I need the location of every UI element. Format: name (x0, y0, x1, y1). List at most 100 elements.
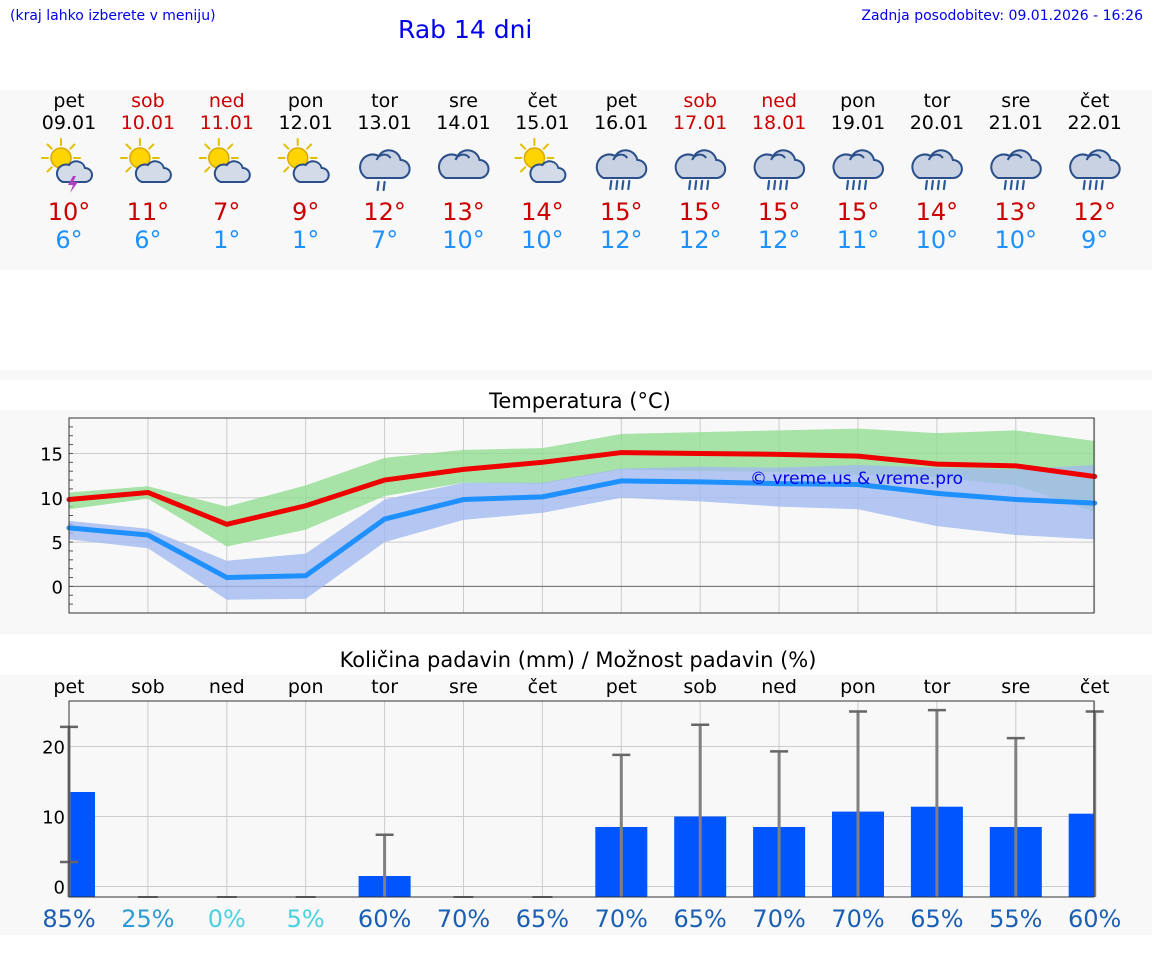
day-name: sre (449, 90, 478, 112)
tmin-value: 1° (213, 226, 240, 254)
heavy-rain-icon (1082, 179, 1104, 191)
tmax-value: 15° (600, 198, 643, 226)
tmin-value: 12° (600, 226, 643, 254)
precipitation-probability: 70% (752, 905, 805, 933)
precipitation-tick-label: 0 (54, 878, 65, 899)
precipitation-probability: 55% (989, 905, 1042, 933)
day-name: sob (131, 90, 165, 112)
precipitation-day-label: sob (683, 676, 717, 698)
precipitation-chart-title: Količina padavin (mm) / Možnost padavin … (340, 648, 817, 672)
heavy-rain-icon (845, 179, 868, 191)
cloud-heavy-rain-icon (753, 149, 806, 191)
tmax-value: 13° (442, 198, 485, 226)
temperature-tick-label: 10 (40, 489, 63, 510)
precipitation-day-label: sob (131, 676, 165, 698)
tmin-value: 11° (837, 226, 880, 254)
tmax-value: 9° (292, 198, 319, 226)
tmax-value: 10° (48, 198, 91, 226)
tmin-line (66, 478, 1098, 581)
day-date: 16.01 (594, 112, 648, 134)
cloud-heavy-rain-icon (911, 149, 963, 191)
cloud-big-icon (832, 149, 884, 179)
tmax-value: 12° (363, 198, 406, 226)
sun-small-cloud-icon (277, 138, 330, 183)
cloud-small-icon (213, 160, 251, 183)
precipitation-probability: 65% (674, 905, 727, 933)
cloud-small-icon (292, 160, 330, 183)
tmin-value: 9° (1081, 226, 1108, 254)
day-name: pon (840, 90, 876, 112)
day-name: sob (683, 90, 717, 112)
tmax-value: 14° (521, 198, 564, 226)
tmax-value: 12° (1073, 198, 1116, 226)
day-name: čet (1080, 90, 1110, 112)
precipitation-day-label: ned (209, 676, 245, 698)
tmin-value: 6° (134, 226, 161, 254)
sun-cloud-icon (198, 138, 251, 183)
day-date: 11.01 (200, 112, 254, 134)
tmax-line (66, 450, 1098, 527)
day-name: ned (209, 90, 245, 112)
heavy-rain-icon (609, 179, 631, 191)
tmin-value: 12° (758, 226, 801, 254)
tmin-value: 6° (55, 226, 82, 254)
precipitation-day-label: tor (371, 676, 398, 698)
temperature-tick-label: 5 (52, 533, 63, 554)
day-date: 14.01 (436, 112, 490, 134)
sun-cloud-thunder-icon (41, 138, 93, 193)
tmin-value: 7° (371, 226, 398, 254)
day-date: 12.01 (278, 112, 332, 134)
precipitation-probability: 5% (287, 905, 325, 933)
precipitation-day-label: čet (1080, 676, 1110, 698)
cloud-icon (437, 149, 490, 179)
temperature-chart-title: Temperatura (°C) (488, 389, 671, 413)
precipitation-frame (68, 700, 1095, 898)
day-date: 17.01 (673, 112, 727, 134)
precipitation-probability: 85% (42, 905, 95, 933)
precipitation-probability: 60% (1068, 905, 1121, 933)
location-menu-hint[interactable]: (kraj lahko izberete v meniju) (10, 8, 216, 24)
tmax-value: 14° (916, 198, 959, 226)
day-name: pon (288, 90, 324, 112)
precipitation-day-label: tor (923, 676, 950, 698)
cloud-small-icon (529, 160, 567, 183)
forecast-panel (0, 90, 1152, 270)
tmax-value: 15° (837, 198, 880, 226)
day-date: 22.01 (1067, 112, 1121, 134)
precipitation-probability: 70% (595, 905, 648, 933)
temperature-frame (68, 417, 1095, 614)
precipitation-probability: 25% (121, 905, 174, 933)
precipitation-probability: 65% (910, 905, 963, 933)
tmax-value: 15° (679, 198, 722, 226)
cloud-big-icon (437, 149, 490, 179)
day-name: sre (1001, 90, 1030, 112)
precipitation-probability: 70% (831, 905, 884, 933)
day-name: ned (761, 90, 797, 112)
day-date: 10.01 (121, 112, 175, 134)
heavy-rain-icon (924, 179, 947, 191)
watermark: © vreme.us & vreme.pro (750, 469, 963, 489)
cloud-small-icon (134, 160, 172, 183)
tmax-value: 7° (213, 198, 240, 226)
tmax-value: 11° (127, 198, 170, 226)
heavy-rain-icon (766, 179, 789, 191)
precipitation-probability: 65% (516, 905, 569, 933)
precipitation-day-label: sre (1001, 676, 1030, 698)
day-date: 21.01 (989, 112, 1043, 134)
cloud-heavy-rain-icon (595, 149, 648, 191)
blank-panel (0, 370, 1152, 380)
precipitation-day-label: pet (53, 676, 84, 698)
day-date: 15.01 (515, 112, 569, 134)
precipitation-day-label: sre (449, 676, 478, 698)
heavy-rain-icon (1003, 179, 1025, 191)
cloud-big-icon (753, 149, 806, 179)
